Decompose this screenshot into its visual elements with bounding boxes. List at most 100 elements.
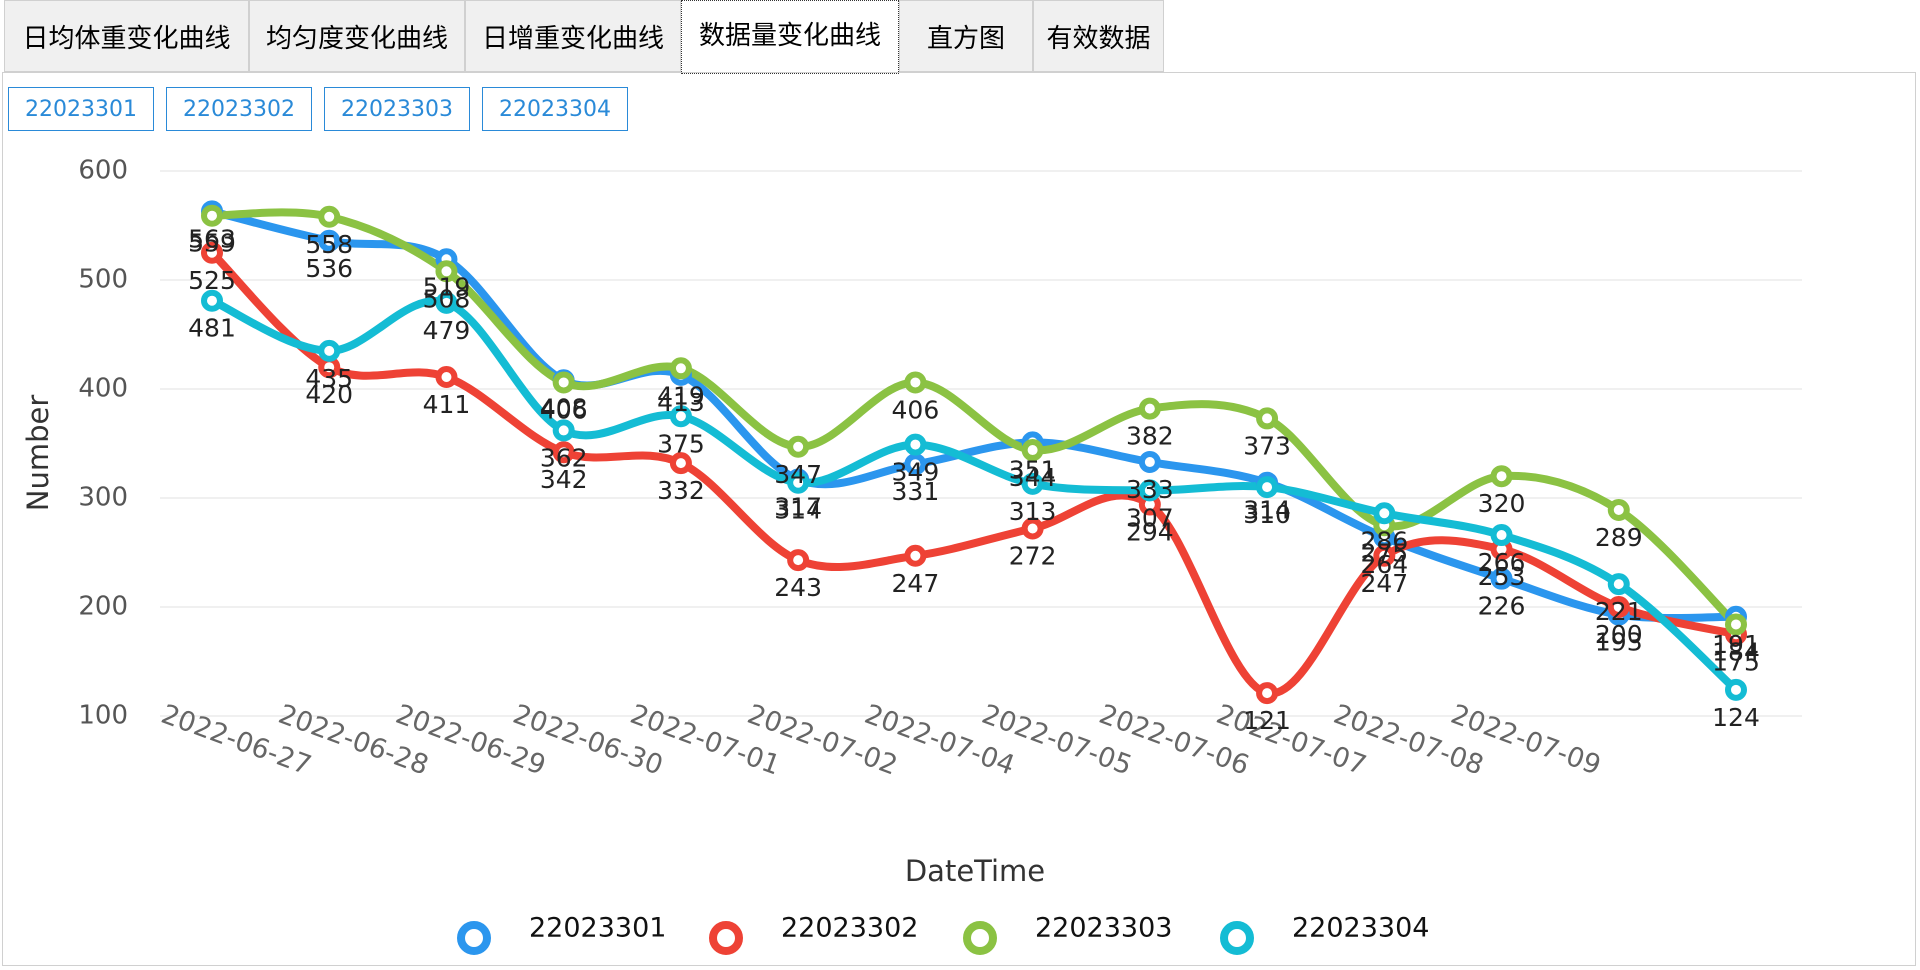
data-point	[1373, 544, 1396, 567]
data-point	[904, 433, 927, 456]
data-label: 313	[1009, 497, 1057, 526]
data-label: 525	[188, 266, 236, 295]
data-point	[669, 405, 692, 428]
data-point	[552, 371, 575, 394]
data-point	[552, 441, 575, 464]
legend-label: 22023301	[529, 913, 666, 944]
data-label: 121	[1243, 706, 1291, 735]
data-point	[318, 205, 341, 228]
data-label: 310	[1243, 500, 1291, 529]
data-label: 435	[305, 364, 353, 393]
data-label: 558	[305, 230, 353, 259]
legend-label: 22023302	[781, 913, 918, 944]
series-button[interactable]: 22023301	[8, 87, 154, 131]
data-label: 406	[892, 395, 940, 424]
data-point	[669, 357, 692, 380]
data-label: 342	[540, 465, 588, 494]
data-point	[1138, 479, 1161, 502]
data-label: 307	[1126, 503, 1174, 532]
tab[interactable]: 日增重变化曲线	[465, 0, 681, 72]
series-button[interactable]: 22023302	[166, 87, 312, 131]
legend-label: 22023304	[1292, 913, 1429, 944]
y-tick-label: 600	[78, 156, 128, 186]
data-point	[904, 544, 927, 567]
tab[interactable]: 均匀度变化曲线	[249, 0, 465, 72]
data-point	[1490, 524, 1513, 547]
series-button[interactable]: 22023303	[324, 87, 470, 131]
data-label: 559	[188, 229, 236, 258]
data-label: 420	[305, 380, 353, 409]
data-label: 331	[892, 477, 940, 506]
data-label: 200	[1595, 620, 1643, 649]
y-tick-label: 300	[78, 483, 128, 513]
data-label: 184	[1712, 637, 1760, 666]
data-point	[1490, 465, 1513, 488]
legend-marker	[1220, 921, 1254, 955]
series-line	[211, 208, 1739, 628]
data-point	[1490, 567, 1513, 590]
data-point	[1256, 682, 1279, 705]
y-tick-label: 400	[78, 374, 128, 404]
data-label: 289	[1595, 523, 1643, 552]
data-point	[201, 204, 223, 227]
data-label: 362	[540, 443, 588, 472]
data-point	[1021, 472, 1044, 495]
tab[interactable]: 直方图	[899, 0, 1033, 72]
data-point	[1138, 397, 1161, 420]
tab[interactable]: 数据量变化曲线	[681, 0, 899, 74]
data-point	[552, 419, 575, 442]
data-label: 191	[1712, 630, 1760, 659]
data-label: 347	[774, 460, 822, 489]
data-point	[318, 229, 341, 252]
data-point	[904, 371, 927, 394]
data-point	[201, 289, 223, 312]
series-line	[209, 249, 1737, 698]
y-tick-label: 200	[78, 592, 128, 622]
data-label: 563	[188, 224, 236, 253]
data-label: 314	[774, 496, 822, 525]
data-label: 344	[1009, 463, 1057, 492]
data-label: 508	[423, 284, 471, 313]
panel	[2, 72, 1916, 966]
data-label: 408	[540, 393, 588, 422]
tab[interactable]: 日均体重变化曲线	[4, 0, 249, 72]
data-label: 314	[1243, 496, 1291, 525]
data-point	[435, 260, 458, 283]
data-point	[1607, 573, 1630, 596]
data-label: 247	[1360, 569, 1408, 598]
data-label: 519	[423, 272, 471, 301]
data-point	[1373, 502, 1396, 525]
series-button[interactable]: 22023304	[482, 87, 628, 131]
tab[interactable]: 有效数据	[1033, 0, 1164, 72]
data-label: 124	[1712, 703, 1760, 732]
data-point	[787, 435, 810, 458]
data-label: 317	[774, 492, 822, 521]
data-point	[435, 366, 458, 389]
data-label: 286	[1360, 526, 1408, 555]
tab-bar: 日均体重变化曲线 均匀度变化曲线 日增重变化曲线 数据量变化曲线 直方图 有效数据	[0, 0, 1164, 74]
data-label: 175	[1712, 647, 1760, 676]
data-label: 419	[657, 381, 705, 410]
data-label: 413	[657, 388, 705, 417]
data-label: 226	[1478, 592, 1526, 621]
data-label: 221	[1595, 597, 1643, 626]
data-point	[435, 291, 458, 314]
data-point	[1725, 678, 1747, 701]
data-label: 411	[423, 390, 471, 419]
data-label: 375	[657, 429, 705, 458]
data-point	[787, 471, 810, 494]
y-axis-title: Number	[21, 395, 55, 512]
x-axis-title: DateTime	[905, 854, 1045, 888]
y-tick-label: 500	[78, 265, 128, 295]
data-point	[1138, 451, 1161, 474]
data-label: 333	[1126, 475, 1174, 504]
y-tick-label: 100	[78, 701, 128, 731]
legend-marker	[457, 921, 491, 955]
data-label: 536	[305, 254, 353, 283]
data-point	[1256, 407, 1279, 430]
data-label: 193	[1595, 628, 1643, 657]
data-label: 373	[1243, 431, 1291, 460]
data-label: 266	[1478, 548, 1526, 577]
